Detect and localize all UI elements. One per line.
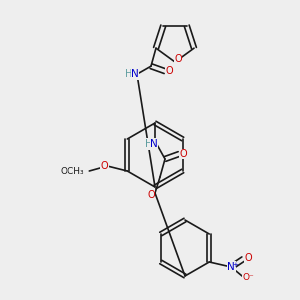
Text: OCH₃: OCH₃	[61, 167, 84, 176]
Text: +: +	[232, 262, 238, 268]
Text: O⁻: O⁻	[242, 274, 254, 283]
Text: H: H	[125, 69, 133, 79]
Text: N: N	[131, 69, 139, 79]
Text: O: O	[147, 190, 155, 200]
Text: O: O	[174, 54, 182, 64]
Text: O: O	[165, 66, 173, 76]
Text: N: N	[150, 139, 158, 149]
Text: H: H	[145, 139, 153, 149]
Text: N: N	[227, 262, 235, 272]
Text: O: O	[100, 161, 108, 171]
Text: O: O	[179, 149, 187, 159]
Text: O: O	[244, 253, 252, 263]
